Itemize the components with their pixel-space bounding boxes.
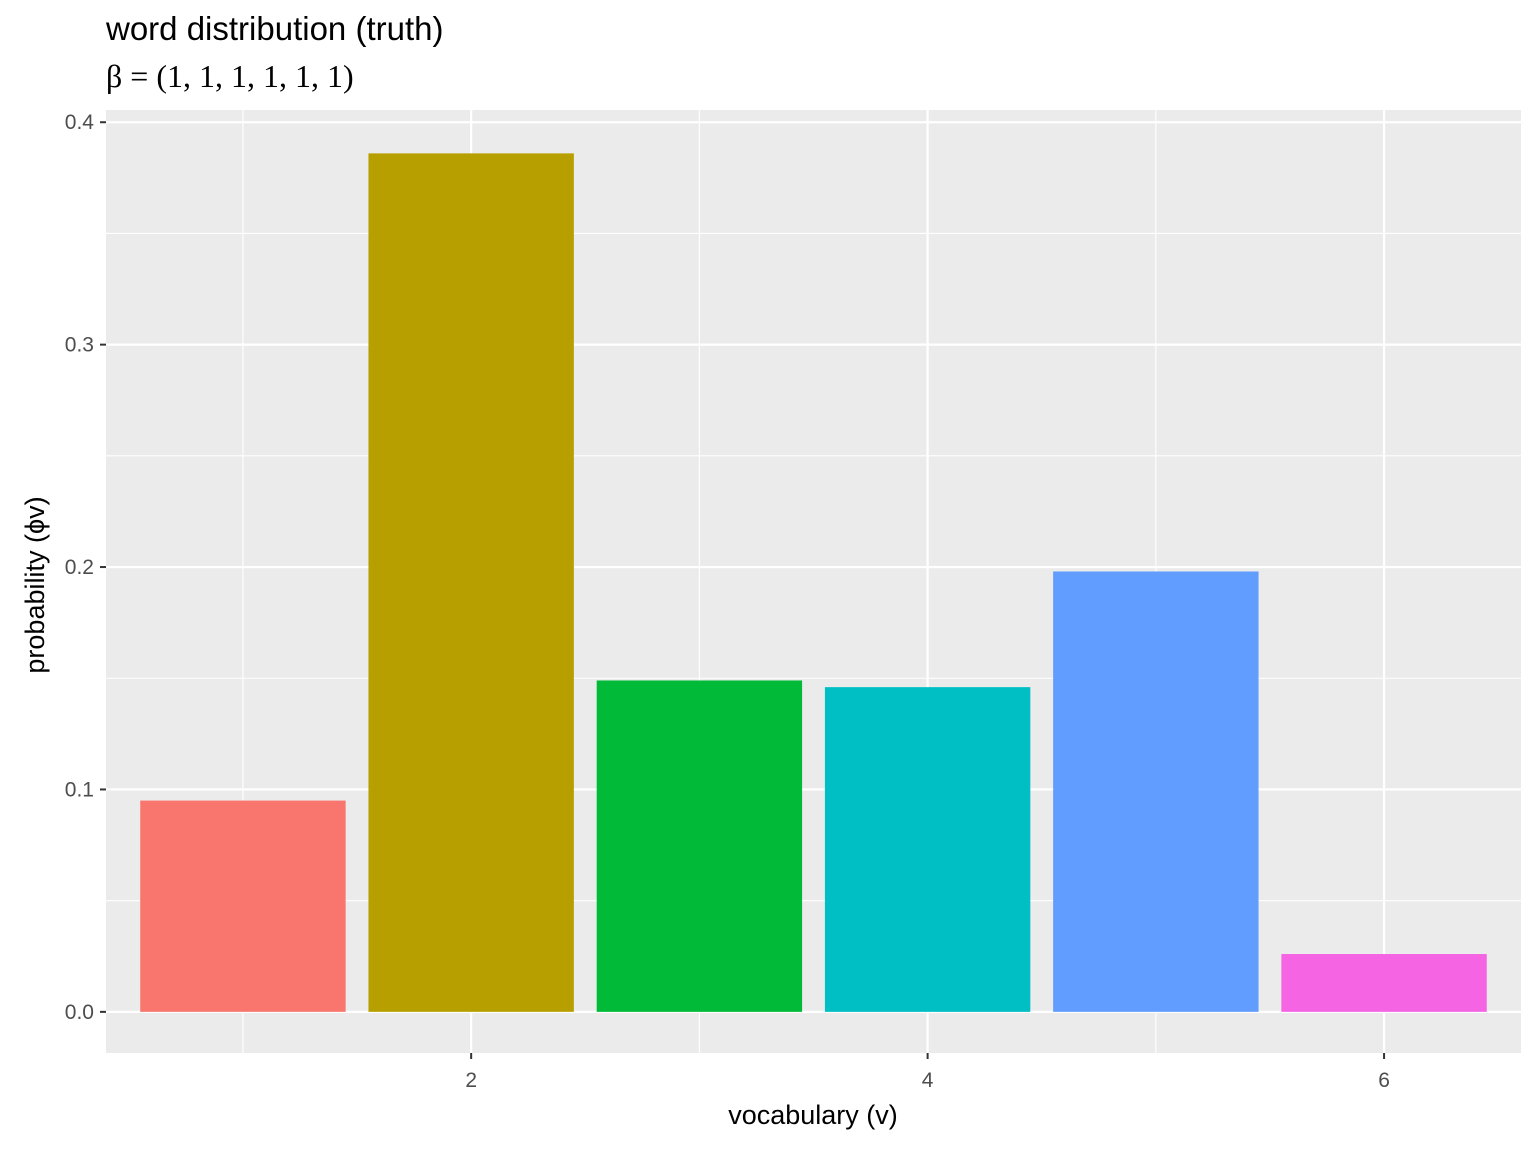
chart-subtitle: β = (1, 1, 1, 1, 1, 1) [106, 58, 354, 94]
y-axis: 0.0 0.1 0.2 0.3 0.4 [65, 111, 106, 1024]
y-tick-label: 0.1 [65, 778, 94, 801]
bar-1 [140, 800, 346, 1012]
y-tick-label: 0.4 [65, 111, 95, 134]
bar-5 [1053, 571, 1259, 1012]
x-tick-label: 2 [465, 1069, 477, 1092]
x-tick-label: 4 [922, 1069, 934, 1092]
y-tick-label: 0.2 [65, 556, 94, 579]
bar-4 [824, 687, 1031, 1012]
x-axis: 2 4 6 [465, 1053, 1390, 1092]
x-tick-label: 6 [1378, 1069, 1390, 1092]
y-axis-title: probability (ϕv) [20, 496, 50, 673]
bars [140, 153, 1487, 1012]
y-tick-label: 0.0 [65, 1001, 94, 1024]
x-axis-title: vocabulary (v) [728, 1100, 898, 1130]
bar-2 [368, 153, 574, 1012]
y-tick-label: 0.3 [65, 334, 94, 357]
bar-6 [1281, 954, 1487, 1012]
chart-title: word distribution (truth) [106, 10, 444, 47]
bar-3 [596, 680, 803, 1012]
